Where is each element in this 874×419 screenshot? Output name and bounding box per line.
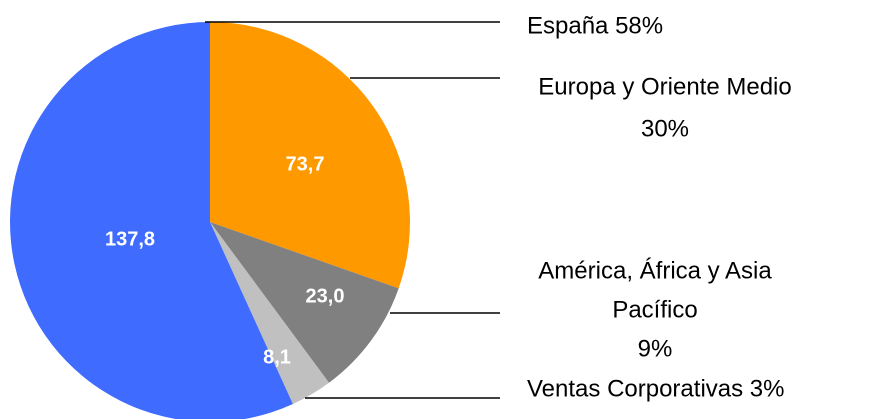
value-label: 73,7 <box>286 153 325 175</box>
category-label: América, África y Asia <box>538 257 772 284</box>
value-label: 137,8 <box>105 228 155 250</box>
pie-slice <box>210 22 410 289</box>
value-label: 8,1 <box>263 346 291 368</box>
category-label: España 58% <box>527 12 663 39</box>
pie-slice <box>210 222 399 383</box>
value-label: 23,0 <box>306 285 345 307</box>
category-label: Ventas Corporativas 3% <box>527 375 784 402</box>
category-label: Pacífico <box>612 296 697 323</box>
category-label: 30% <box>641 115 689 142</box>
category-label: Europa y Oriente Medio <box>538 73 791 100</box>
pie-slice <box>210 222 329 405</box>
pie-slice <box>10 22 293 419</box>
category-label: 9% <box>638 335 673 362</box>
